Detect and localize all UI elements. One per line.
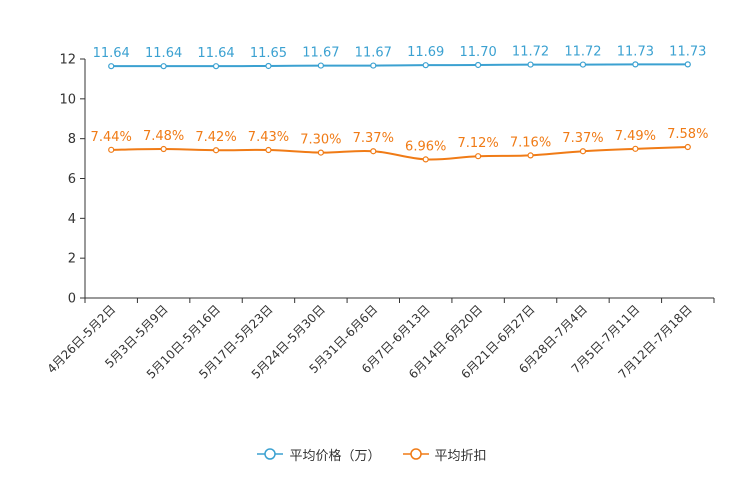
data-label-price: 11.65 <box>250 46 287 61</box>
data-label-price: 11.72 <box>512 45 549 60</box>
y-tick-label: 4 <box>68 212 76 227</box>
data-label-discount: 7.44% <box>91 130 132 145</box>
legend-marker-price-icon <box>257 448 284 460</box>
data-label-price: 11.70 <box>460 45 497 60</box>
data-point-price <box>160 63 167 70</box>
y-tick-label: 2 <box>68 252 76 267</box>
data-point-discount <box>108 146 115 153</box>
data-point-price <box>527 61 534 68</box>
data-label-price: 11.64 <box>197 46 234 61</box>
y-tick-label: 6 <box>68 172 76 187</box>
y-tick-label: 10 <box>59 92 76 107</box>
legend-label-discount: 平均折扣 <box>434 448 487 464</box>
data-label-discount: 6.96% <box>405 139 446 154</box>
data-label-discount: 7.43% <box>248 130 289 145</box>
line-chart: 0246810124月26日-5月2日5月3日-5月9日5月10日-5月16日5… <box>44 44 715 382</box>
data-point-discount <box>632 145 639 152</box>
series-line-price <box>111 63 688 68</box>
data-label-discount: 7.42% <box>195 130 236 145</box>
data-point-discount <box>422 156 429 163</box>
y-tick-label: 12 <box>59 53 76 68</box>
data-label-price: 11.69 <box>407 45 444 60</box>
legend: 平均价格（万） 平均折扣 <box>0 444 744 464</box>
data-point-price <box>632 61 639 68</box>
data-point-price <box>212 63 220 70</box>
data-label-price: 11.72 <box>564 45 601 60</box>
data-label-discount: 7.58% <box>667 127 708 142</box>
data-point-discount <box>475 153 482 160</box>
data-label-price: 11.73 <box>669 44 706 59</box>
data-label-price: 11.64 <box>145 46 182 61</box>
data-label-price: 11.64 <box>93 46 130 61</box>
series-line-discount <box>111 146 688 161</box>
legend-item-price[interactable]: 平均价格（万） <box>257 445 381 464</box>
y-tick-label: 0 <box>68 292 76 307</box>
data-label-price: 11.73 <box>617 44 654 59</box>
data-label-discount: 7.16% <box>510 135 551 150</box>
data-point-discount <box>212 147 220 154</box>
data-point-price <box>684 61 691 68</box>
data-label-price: 11.67 <box>302 46 339 61</box>
legend-marker-discount-icon <box>402 448 429 460</box>
data-point-discount <box>317 149 324 156</box>
data-point-discount <box>684 143 691 151</box>
data-point-price <box>475 61 482 69</box>
data-point-price <box>422 62 429 69</box>
data-point-price <box>579 61 587 68</box>
data-label-discount: 7.48% <box>143 129 184 144</box>
data-point-discount <box>579 148 587 155</box>
data-point-price <box>370 62 377 69</box>
data-point-discount <box>160 145 167 153</box>
data-point-discount <box>265 146 272 154</box>
data-label-discount: 7.12% <box>457 136 498 151</box>
data-label-discount: 7.37% <box>353 131 394 146</box>
data-label-discount: 7.37% <box>562 131 603 146</box>
legend-label-price: 平均价格（万） <box>289 448 381 464</box>
legend-item-discount[interactable]: 平均折扣 <box>402 445 487 464</box>
data-label-discount: 7.30% <box>300 133 341 148</box>
data-label-price: 11.67 <box>355 46 392 61</box>
data-label-discount: 7.49% <box>615 129 656 144</box>
data-point-price <box>265 62 272 70</box>
data-point-price <box>317 62 324 69</box>
y-tick-label: 8 <box>68 132 76 147</box>
data-point-discount <box>527 152 534 159</box>
data-point-discount <box>370 148 377 155</box>
data-point-price <box>108 63 115 70</box>
